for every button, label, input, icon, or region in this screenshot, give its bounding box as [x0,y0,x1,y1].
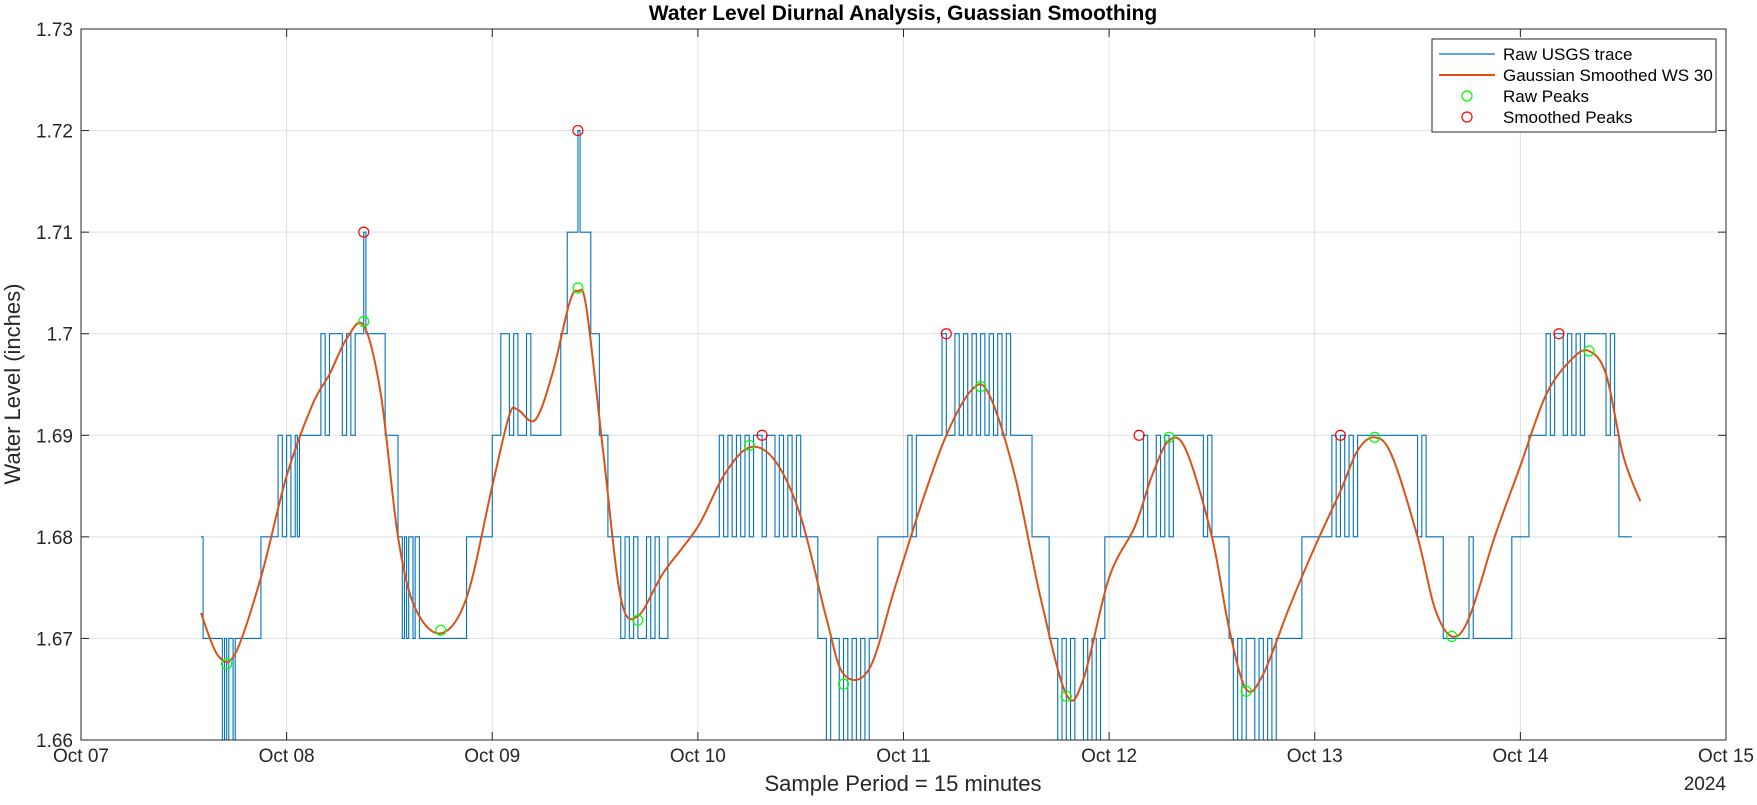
ticks: Oct 07 Oct 08 Oct 09 Oct 10 Oct 11 Oct 12 Oct … [36,20,1754,767]
raw-peaks-marker [572,282,584,294]
raw-peaks-marker [632,614,644,626]
raw-peaks-marker [975,380,987,393]
chart-title: Water Level Diurnal Analysis, Guassian S… [649,2,1157,25]
y-tick-label: 1.68 [36,528,73,549]
legend-swatch-smoothed-peaks [1461,111,1473,123]
legend-swatch-raw-peaks [1461,90,1473,102]
y-tick-label: 1.71 [36,223,73,244]
raw-peaks-marker [837,678,850,690]
legend-label-raw-peaks: Raw Peaks [1503,87,1589,106]
legend-label-raw-usgs-trace: Raw USGS trace [1503,45,1632,64]
y-tick-label: 1.69 [36,426,73,447]
series-raw-usgs-trace [200,130,1632,741]
raw-peaks-marker [1369,431,1381,443]
x-tick-label: Oct 14 [1492,746,1548,767]
x-tick-label: Oct 07 [53,746,109,767]
y-tick-label: 1.7 [47,325,73,346]
legend-label-gaussian-smoothed-ws-30: Gaussian Smoothed WS 30 [1503,66,1713,85]
smoothed-peaks-marker [358,226,370,238]
smoothed-peaks-marker [1553,328,1565,340]
raw-peaks-marker [1240,685,1252,697]
y-tick-label: 1.66 [36,731,73,752]
legend: Raw USGS trace Gaussian Smoothed WS 30 Raw… [1431,38,1717,133]
y-tick-label: 1.73 [36,20,73,41]
series-gaussian-smoothed-ws-30 [200,288,1642,702]
raw-peaks-marker [1583,345,1595,357]
x-tick-label: Oct 12 [1081,746,1137,767]
smoothed-peaks-marker [572,124,584,137]
x-axis-label: Sample Period = 15 minutes [765,771,1042,796]
y-tick-label: 1.72 [36,122,73,143]
x-tick-label: Oct 09 [464,746,520,767]
raw-peaks-marker [1446,630,1458,642]
y-axis-label: Water Level (inches) [0,284,25,485]
x-axis-year-label: 2024 [1684,774,1727,795]
smoothed-peaks-marker [940,328,952,340]
raw-peaks-marker [358,315,370,328]
x-tick-label: Oct 13 [1287,746,1343,767]
raw-peaks-marker [221,658,233,670]
legend-label-smoothed-peaks: Smoothed Peaks [1503,108,1632,127]
x-tick-label: Oct 11 [876,746,931,767]
raw-peaks-marker [1163,431,1175,443]
smoothed-peaks-marker [756,429,768,441]
raw-peaks-marker [1060,690,1072,702]
raw-peaks-marker [435,624,447,636]
x-tick-label: Oct 10 [670,746,726,767]
x-tick-label: Oct 15 [1698,746,1754,767]
smoothed-peaks-marker [1334,429,1347,441]
data-layer [200,124,1642,741]
y-tick-label: 1.67 [36,629,73,650]
raw-peaks-marker [743,439,755,452]
x-tick-label: Oct 08 [259,746,315,767]
smoothed-peaks-marker [1133,429,1145,441]
